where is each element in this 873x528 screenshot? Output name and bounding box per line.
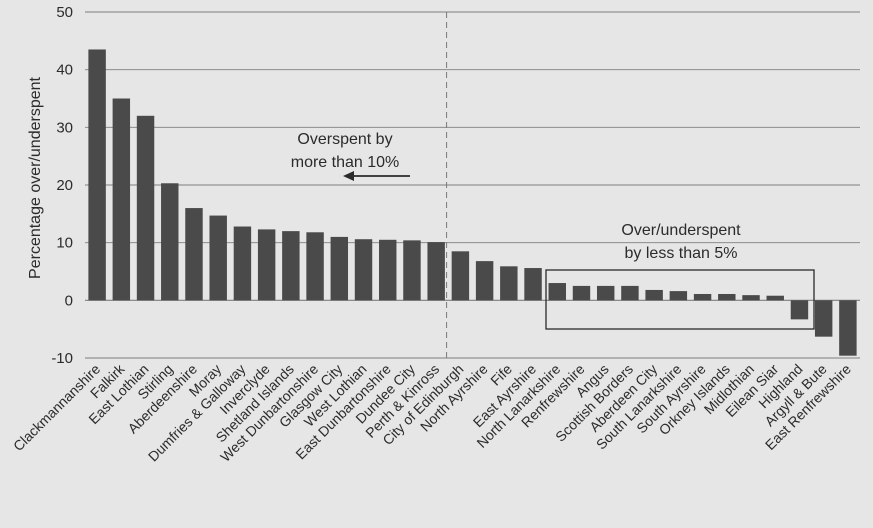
bar (451, 251, 470, 301)
small-variance-box (545, 269, 815, 330)
bar (500, 266, 518, 301)
category-label: Clackmannanshire (10, 361, 103, 454)
bar (839, 300, 857, 356)
y-axis-ticks: -10 0 10 20 30 40 50 (51, 4, 73, 367)
bar (379, 239, 397, 301)
bar (136, 115, 155, 301)
bar (693, 293, 712, 301)
bar (282, 231, 300, 301)
bar (814, 300, 833, 337)
overspent-annotation-line-1: Overspent by (297, 131, 392, 148)
overspent-annotation: Overspent by more than 10% (291, 131, 410, 181)
bar (621, 285, 639, 301)
small-variance-annotation-line-1: Over/underspent (621, 222, 741, 239)
y-tick-label: 10 (56, 235, 73, 252)
bar (669, 291, 688, 301)
y-tick-label: 0 (65, 292, 73, 309)
bar (596, 285, 615, 301)
bar (330, 236, 349, 301)
bar (645, 289, 663, 301)
bar (475, 261, 494, 301)
y-tick-label: 20 (56, 177, 73, 194)
gridlines (85, 11, 860, 359)
y-tick-label: 50 (56, 4, 73, 21)
y-tick-label: 30 (56, 119, 73, 136)
bar (112, 98, 131, 301)
bar (427, 242, 445, 301)
bar (233, 226, 252, 301)
bars (88, 49, 857, 356)
bar (185, 208, 203, 301)
y-axis-title: Percentage over/underspent (27, 76, 44, 278)
bar (572, 285, 591, 301)
bar (403, 240, 421, 301)
bar (306, 232, 324, 301)
bar (524, 268, 542, 301)
bar (257, 229, 276, 301)
bar (790, 300, 809, 320)
small-variance-annotation-line-2: by less than 5% (625, 245, 738, 262)
left-arrow-head (343, 171, 354, 181)
y-tick-label: -10 (51, 350, 73, 367)
small-variance-annotation: Over/underspent by less than 5% (545, 222, 815, 330)
bar (161, 183, 179, 301)
bar (766, 295, 784, 301)
bar (88, 49, 106, 301)
overspent-annotation-line-2: more than 10% (291, 154, 400, 171)
bar (718, 293, 736, 301)
bar (209, 215, 227, 301)
bar (742, 295, 760, 301)
bar (354, 239, 373, 301)
bar (548, 283, 566, 301)
y-tick-label: 40 (56, 62, 73, 79)
